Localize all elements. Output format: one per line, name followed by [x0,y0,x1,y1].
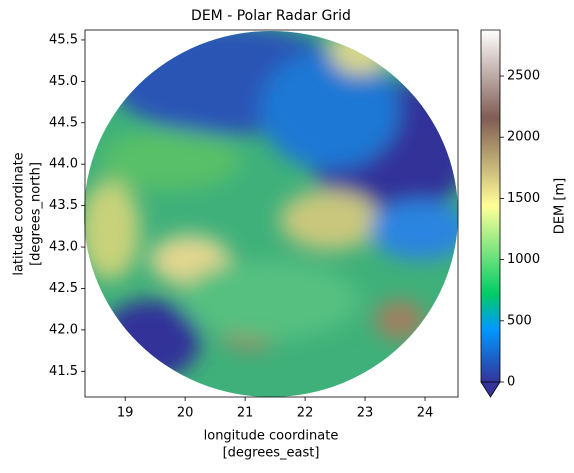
colorbar-tick-label: 1000 [507,252,540,267]
x-tick-label: 23 [357,406,374,421]
x-axis-label: longitude coordinate [204,429,339,444]
colorbar-tick-label: 0 [507,375,515,390]
y-tick-label: 42.0 [49,322,78,337]
colorbar-tick-label: 2000 [507,130,540,145]
y-tick-label: 42.5 [49,281,78,296]
y-tick-label: 45.0 [49,74,78,89]
colorbar-extend [480,381,501,398]
dem-raster [84,31,458,397]
colorbar-tick-label: 500 [507,313,532,328]
x-tick-label: 19 [117,406,134,421]
colorbar-tick-label: 2500 [507,69,540,84]
colorbar-frame [480,29,501,382]
y-tick-label: 44.5 [49,115,78,130]
x-tick-label: 22 [297,406,314,421]
y-tick-label: 45.5 [49,32,78,47]
chart-title: DEM - Polar Radar Grid [191,8,351,24]
x-tick-label: 20 [177,406,194,421]
colorbar [481,30,500,382]
colorbar-label: DEM [m] [553,178,568,234]
axes-frame [84,29,459,398]
x-tick-label: 21 [237,406,254,421]
x-tick-label: 24 [417,406,434,421]
y-tick-label: 44.0 [49,157,78,172]
y-axis-label: [degrees_north] [29,162,44,266]
colorbar-tick-label: 1500 [507,191,540,206]
x-axis-label: [degrees_east] [223,446,320,461]
y-axis-label: latitude coordinate [12,152,27,275]
y-tick-label: 41.5 [49,364,78,379]
y-tick-label: 43.5 [49,198,78,213]
y-tick-label: 43.0 [49,240,78,255]
